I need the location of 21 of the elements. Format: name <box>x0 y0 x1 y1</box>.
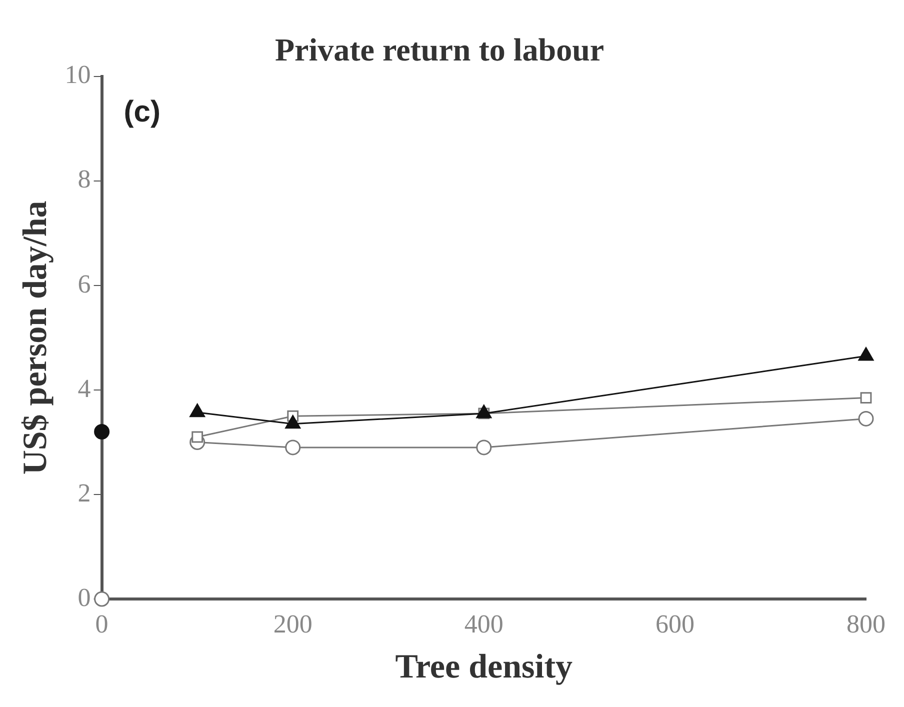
point <box>476 440 492 456</box>
y-tick-label: 8 <box>78 164 91 194</box>
x-tick-label: 200 <box>273 609 312 638</box>
y-tick-label: 4 <box>78 374 91 403</box>
annotation: (c) <box>124 96 160 129</box>
y-tick-label: 2 <box>78 478 91 508</box>
point <box>858 410 874 426</box>
y-axis-title: US$ person day/ha <box>17 200 54 475</box>
point <box>860 392 872 404</box>
point <box>285 440 301 456</box>
y-tick-label: 10 <box>64 60 91 90</box>
point <box>94 424 110 440</box>
y-tick-label: 6 <box>78 269 91 298</box>
x-tick-label: 600 <box>655 609 694 638</box>
point <box>192 431 204 443</box>
x-tick-label: 400 <box>464 609 504 638</box>
chart-title: Private return to labour <box>274 31 604 68</box>
y-tick-label: 0 <box>78 582 91 612</box>
point <box>94 591 110 607</box>
x-axis-title: Tree density <box>395 648 573 686</box>
x-tick-label: 800 <box>846 609 886 638</box>
